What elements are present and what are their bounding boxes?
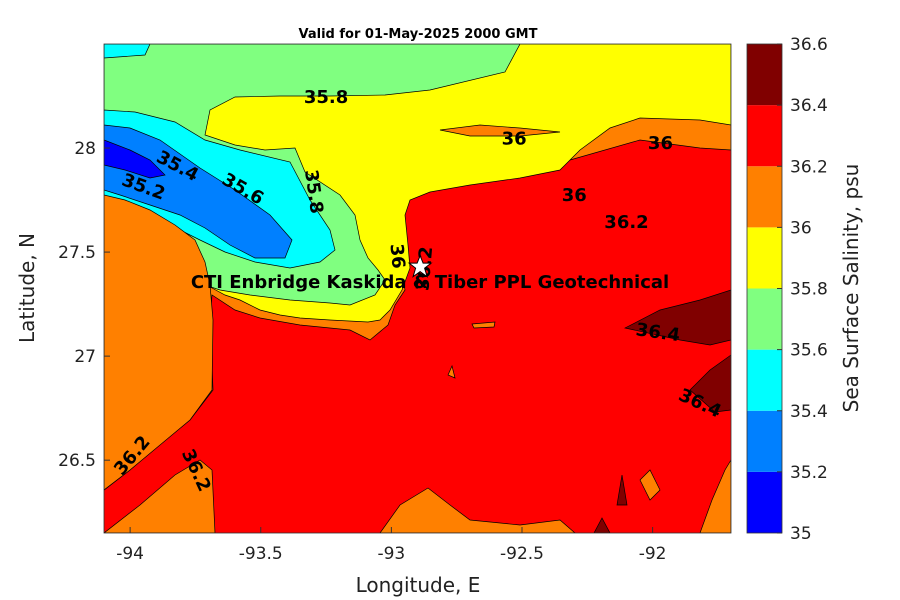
map-title: Valid for 01-May-2025 2000 GMT — [299, 27, 538, 42]
map-frame — [103, 43, 732, 534]
x-tick-label: -92.5 — [500, 544, 544, 564]
salinity-map-plot: 35.836363636.235.435.635.835.23636.236.4… — [104, 44, 731, 533]
y-tick-label: 27 — [74, 347, 96, 367]
colorbar: 35 35.2 35.4 35.6 35.8 36 36.2 36.4 36.6 — [746, 35, 828, 544]
x-tick-label: -94 — [116, 544, 144, 564]
colorbar-tick-label: 36.2 — [790, 157, 828, 177]
colorbar-swatch — [747, 410, 782, 472]
y-tick-label: 28 — [74, 139, 96, 159]
colorbar-tick-label: 35.2 — [790, 463, 828, 483]
salinity-band-35.2-35.4 — [104, 124, 293, 259]
x-tick-label: -93 — [377, 544, 405, 564]
contour-label: 36 — [648, 133, 673, 154]
salinity-band-36-sliver — [439, 124, 561, 137]
contour-label: 35.8 — [304, 87, 348, 108]
y-axis-ticks: 26.5 27 27.5 28 — [58, 139, 110, 471]
y-tick-label: 26.5 — [58, 451, 96, 471]
x-tick-label: -92 — [639, 544, 667, 564]
colorbar-tick-label: 36.4 — [790, 96, 828, 116]
y-tick-label: 27.5 — [58, 243, 96, 263]
contour-label: 36 — [502, 129, 527, 150]
colorbar-tick-label: 35.4 — [790, 402, 828, 422]
x-axis-ticks: -94 -93.5 -93 -92.5 -92 — [116, 527, 667, 564]
contour-label: 36 — [562, 185, 587, 206]
colorbar-swatch — [747, 349, 782, 411]
contour-label: 36.2 — [604, 212, 648, 233]
contour-label: 36 — [386, 243, 409, 270]
colorbar-swatch — [747, 471, 782, 533]
colorbar-tick-label: 35 — [790, 524, 812, 544]
colorbar-tick-label: 35.6 — [790, 341, 828, 361]
x-tick-label: -93.5 — [239, 544, 283, 564]
star-icon — [407, 254, 433, 278]
colorbar-swatch — [747, 288, 782, 350]
x-axis-label: Longitude, E — [356, 573, 481, 597]
colorbar-swatch — [747, 105, 782, 167]
colorbar-tick-label: 35.8 — [790, 280, 828, 300]
project-annotation: CTI Enbridge Kaskida & Tiber PPL Geotech… — [191, 272, 669, 293]
colorbar-label: Sea Surface Salinity, psu — [839, 164, 863, 413]
colorbar-tick-label: 36 — [790, 218, 812, 238]
salinity-band-35.0-35.2 — [104, 139, 166, 179]
salinity-band-36.0-36.2-south — [104, 194, 214, 491]
colorbar-swatch — [747, 44, 782, 106]
salinity-band-36.4-36.6 — [593, 289, 731, 533]
colorbar-tick-label: 36.6 — [790, 35, 828, 55]
colorbar-swatch — [747, 227, 782, 289]
y-axis-label: Latitude, N — [15, 233, 39, 343]
colorbar-swatch — [747, 166, 782, 228]
